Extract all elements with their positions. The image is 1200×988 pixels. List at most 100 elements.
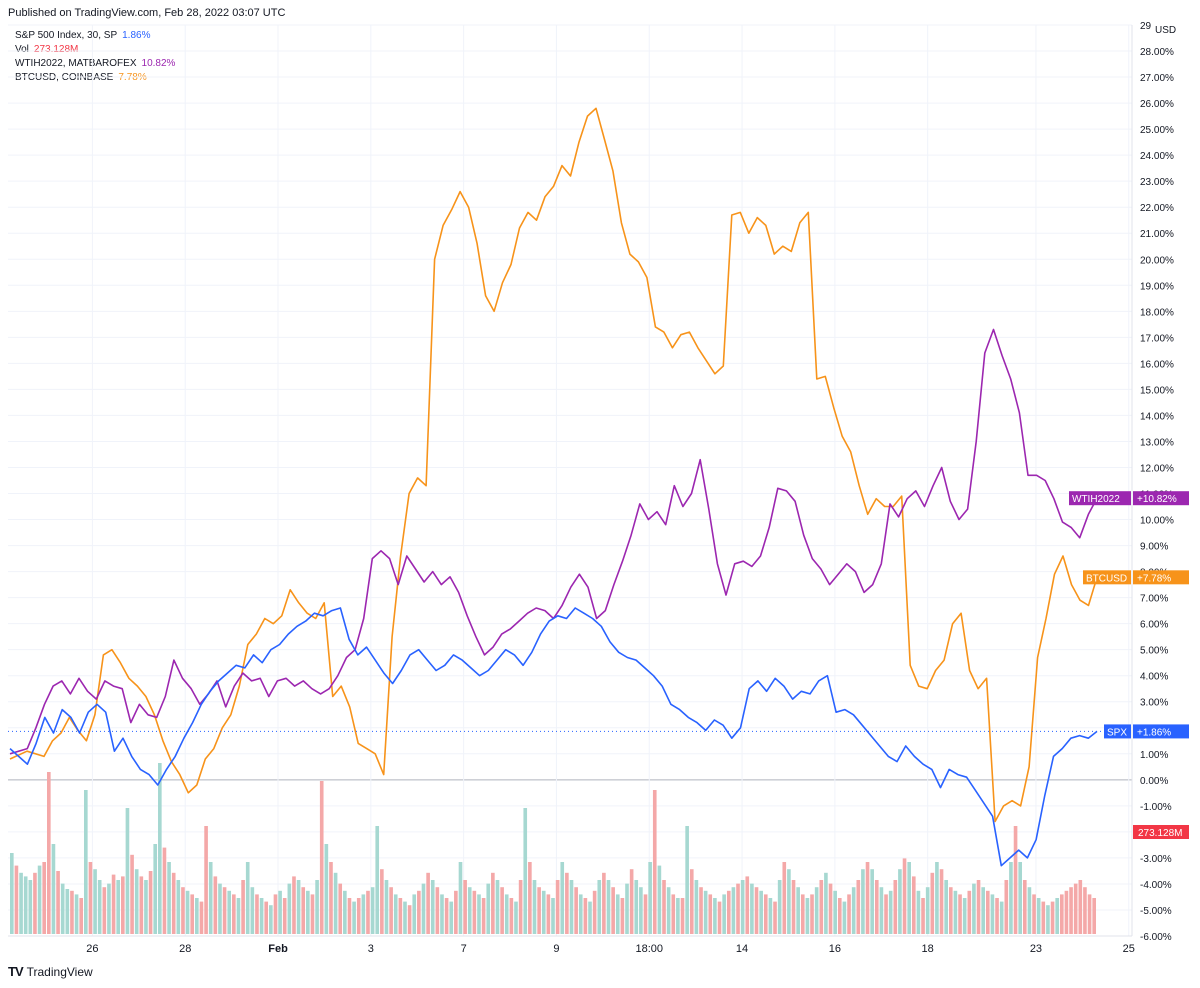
volume-bar [819,880,824,934]
volume-bar [88,862,93,934]
volume-bar [944,880,948,934]
volume-bar [287,883,292,934]
volume-bar [713,898,717,934]
volume-bar [190,894,195,934]
volume-bar [629,869,634,934]
volume-bar [995,898,999,934]
volume-bar [282,898,287,934]
tradingview-footer[interactable]: TV TradingView [8,964,93,979]
volume-bar [662,880,666,934]
series-value-text: +7.78% [1137,573,1171,584]
volume-bar [888,890,893,934]
y-tick-label: 11.00% [1140,490,1173,501]
volume-bar [176,880,181,934]
legend-btc[interactable]: BTCUSD, COINBASE 7.78% [15,71,175,85]
legend-wti[interactable]: WTIH2022, MATBAROFEX 10.82% [15,57,175,71]
volume-bar [269,905,273,934]
volume-bar [824,872,828,934]
y-tick-label: 24.00% [1140,151,1174,162]
volume-bar [218,883,222,934]
volume-bar [666,887,671,934]
volume-bar [301,887,306,934]
volume-bar [361,894,366,934]
volume-bar [921,898,925,934]
volume-bar [259,898,264,934]
volume-bar [102,887,107,934]
legend-name: Vol [15,44,29,55]
legend-name: S&P 500 Index, 30, SP [15,30,118,41]
volume-bar [467,887,472,934]
volume-bar [134,869,139,934]
x-tick-label: 23 [1030,943,1042,955]
volume-bar [879,887,884,934]
volume-bar [236,898,241,934]
volume-bar [208,862,213,934]
volume-bar [130,854,134,934]
volume-bar [625,883,629,934]
series-lines [8,107,1132,867]
y-tick-label: 0.00% [1140,776,1168,787]
x-tick-label: 14 [736,943,748,955]
volume-bar [213,876,218,934]
volume-bar [958,894,962,934]
volume-bar [856,880,861,934]
volume-bar [569,880,574,934]
series-value-tag [1133,724,1189,739]
volume-bar [14,865,19,934]
volume-bar [28,880,33,934]
y-tick-label: 8.00% [1140,568,1168,579]
y-tick-label: 20.00% [1140,255,1174,266]
volume-bar [296,880,301,934]
volume-bar [745,876,750,934]
volume-bar [740,880,745,934]
volume-bar [722,894,726,934]
volume-bar [657,865,662,934]
price-labels: BTCUSD +7.78% WTIH2022 +10.82% SPX +1.86% 273.… [1069,491,1189,839]
volume-bar [148,871,153,934]
volume-bar [227,890,232,934]
series-value-text: +10.82% [1137,494,1177,505]
volume-bar [245,862,250,934]
legend-vol[interactable]: Vol 273.128M [15,43,175,57]
y-tick-label: -6.00% [1140,932,1172,943]
volume-bar [125,808,130,934]
volume-bar [19,872,23,934]
volume-bar [962,898,967,934]
y-tick-label: 10.00% [1140,516,1174,527]
volume-bar [380,869,384,934]
volume-bar [874,880,879,934]
published-header: Published on TradingView.com, Feb 28, 20… [8,7,286,19]
volume-bar [948,887,953,934]
volume-bar [1055,898,1059,934]
volume-bar [440,894,444,934]
volume-bar [1041,901,1046,934]
legend-value: 10.82% [141,58,176,69]
volume-bar [518,880,523,934]
volume-bar [97,880,102,934]
x-tick-label: 18 [922,943,934,955]
volume-bar [33,872,37,934]
volume-bar [565,872,569,934]
y-tick-label: 22.00% [1140,203,1174,214]
volume-bar [759,890,763,934]
volume-bar [273,894,278,934]
volume-bar [1092,898,1096,934]
y-tick-label: 27.00% [1140,73,1174,84]
volume-bar [264,901,269,934]
volume-bar [444,898,449,934]
axes: 29 28.00% 27.00% 26.00% 25.00% 24.00% 23.00% 22… [8,21,1176,955]
volume-bar [717,901,722,934]
volume-bar [578,894,583,934]
volume-bar [981,887,985,934]
y-tick-label: -1.00% [1140,802,1172,813]
series-tag-spx [1104,724,1131,739]
legend-spx[interactable]: S&P 500 Index, 30, SP 1.86% [15,29,175,43]
y-tick-label: -2.00% [1140,828,1172,839]
volume-bar [773,901,777,934]
volume-bar [329,862,333,934]
volume-bar [449,901,454,934]
volume-bar [842,901,847,934]
volume-bar [560,862,565,934]
grid-lines [8,24,1132,937]
